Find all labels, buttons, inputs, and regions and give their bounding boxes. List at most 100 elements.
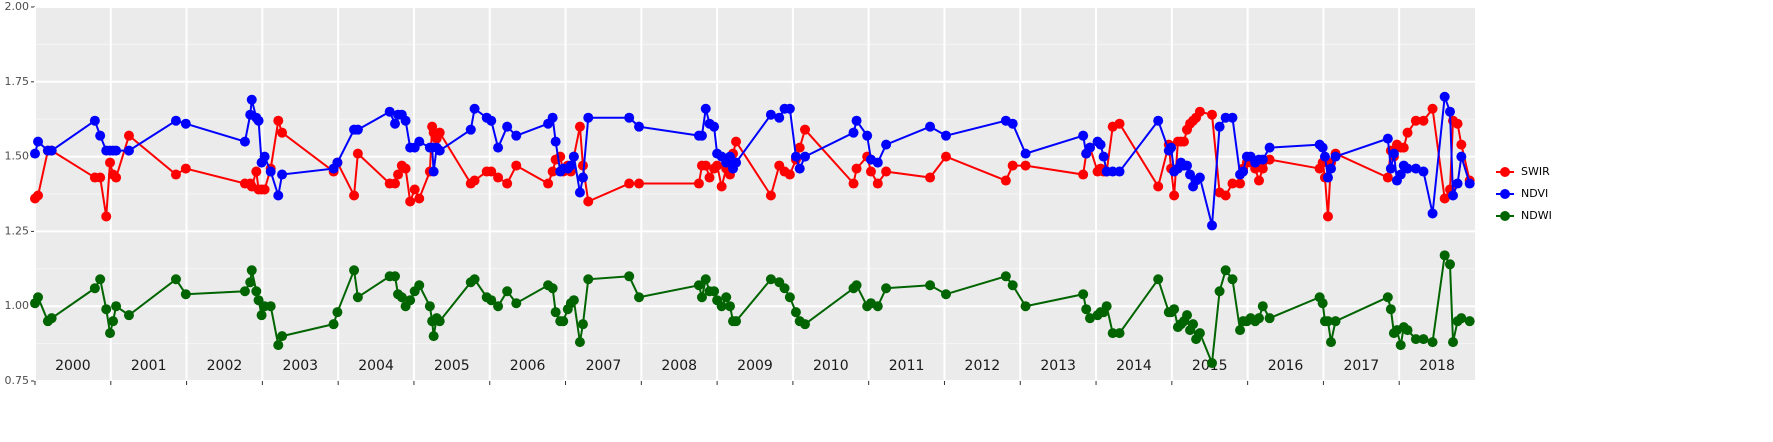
data-point [1000, 175, 1011, 186]
data-point [848, 178, 859, 189]
data-point [1382, 292, 1393, 303]
data-point [30, 148, 40, 159]
data-point [724, 301, 735, 312]
x-tick-label: 2006 [510, 358, 546, 374]
data-point [180, 163, 191, 174]
data-point [486, 295, 497, 306]
data-point [543, 178, 554, 189]
data-point [1182, 310, 1192, 321]
data-point [277, 331, 288, 342]
data-point [1098, 151, 1109, 162]
data-point [239, 136, 250, 147]
data-point [434, 316, 445, 327]
x-tick-label: 2005 [434, 358, 470, 374]
data-point [1207, 358, 1218, 369]
data-point [731, 316, 742, 327]
data-point [1007, 160, 1018, 171]
data-point [704, 172, 715, 183]
data-point [405, 295, 416, 306]
data-point [568, 151, 579, 162]
data-point [89, 115, 100, 126]
data-point [765, 190, 776, 201]
data-point [1264, 313, 1275, 324]
x-tick-label: 2013 [1040, 358, 1076, 374]
data-point [1153, 274, 1164, 285]
data-point [434, 127, 445, 138]
data-point [1322, 316, 1333, 327]
data-point [1427, 208, 1438, 219]
data-point [577, 319, 588, 330]
data-point [434, 145, 445, 156]
data-point [872, 301, 883, 312]
data-point [409, 184, 420, 195]
data-point [469, 103, 480, 114]
data-point [511, 130, 522, 141]
data-point [256, 310, 267, 321]
data-point [634, 178, 645, 189]
data-point [239, 286, 250, 297]
data-point [1020, 148, 1031, 159]
data-point [1238, 166, 1249, 177]
data-point [277, 169, 288, 180]
data-point [1227, 178, 1238, 189]
data-point [700, 274, 711, 285]
data-point [865, 166, 876, 177]
data-point [1317, 142, 1328, 153]
x-tick-label: 2009 [737, 358, 773, 374]
data-point [872, 157, 883, 168]
data-point [774, 112, 785, 123]
data-point [1444, 106, 1455, 117]
legend-label: SWIR [1521, 165, 1550, 178]
data-point [1169, 190, 1180, 201]
data-point [105, 157, 116, 168]
data-point [111, 145, 122, 156]
data-point [1007, 118, 1018, 129]
data-point [851, 163, 862, 174]
data-point [790, 307, 801, 318]
data-point [384, 106, 395, 117]
data-point [502, 178, 513, 189]
data-point [1448, 190, 1459, 201]
x-tick-label: 2007 [586, 358, 622, 374]
data-point [634, 292, 645, 303]
x-tick-label: 2003 [282, 358, 318, 374]
data-point [502, 286, 513, 297]
data-point [1007, 280, 1018, 291]
data-point [577, 172, 588, 183]
data-point [940, 289, 951, 300]
data-point [731, 136, 742, 147]
data-point [693, 178, 704, 189]
data-point [101, 304, 112, 315]
data-point [511, 298, 522, 309]
data-point [1214, 121, 1225, 132]
data-point [1464, 178, 1475, 189]
y-tick-label: 0.75 [5, 374, 30, 387]
data-point [624, 271, 635, 282]
data-point [709, 121, 720, 132]
data-point [547, 283, 558, 294]
data-point [390, 178, 400, 189]
data-point [95, 130, 106, 141]
data-point [1227, 274, 1238, 285]
data-point [583, 112, 594, 123]
data-point [33, 190, 44, 201]
data-point [414, 280, 425, 291]
data-point [414, 136, 425, 147]
y-tick-label: 1.25 [5, 224, 30, 237]
data-point [1000, 271, 1011, 282]
data-point [1418, 334, 1429, 345]
data-point [1220, 265, 1231, 276]
data-point [111, 172, 122, 183]
data-point [1095, 139, 1106, 150]
data-point [251, 166, 262, 177]
x-tick-label: 2008 [661, 358, 697, 374]
legend-label: NDWI [1521, 209, 1552, 222]
data-point [265, 301, 276, 312]
data-point [881, 166, 892, 177]
data-point [1257, 301, 1268, 312]
data-point [1020, 301, 1031, 312]
data-point [1188, 319, 1199, 330]
data-point [465, 124, 476, 135]
data-point [731, 157, 742, 168]
y-tick-label: 1.00 [5, 299, 30, 312]
